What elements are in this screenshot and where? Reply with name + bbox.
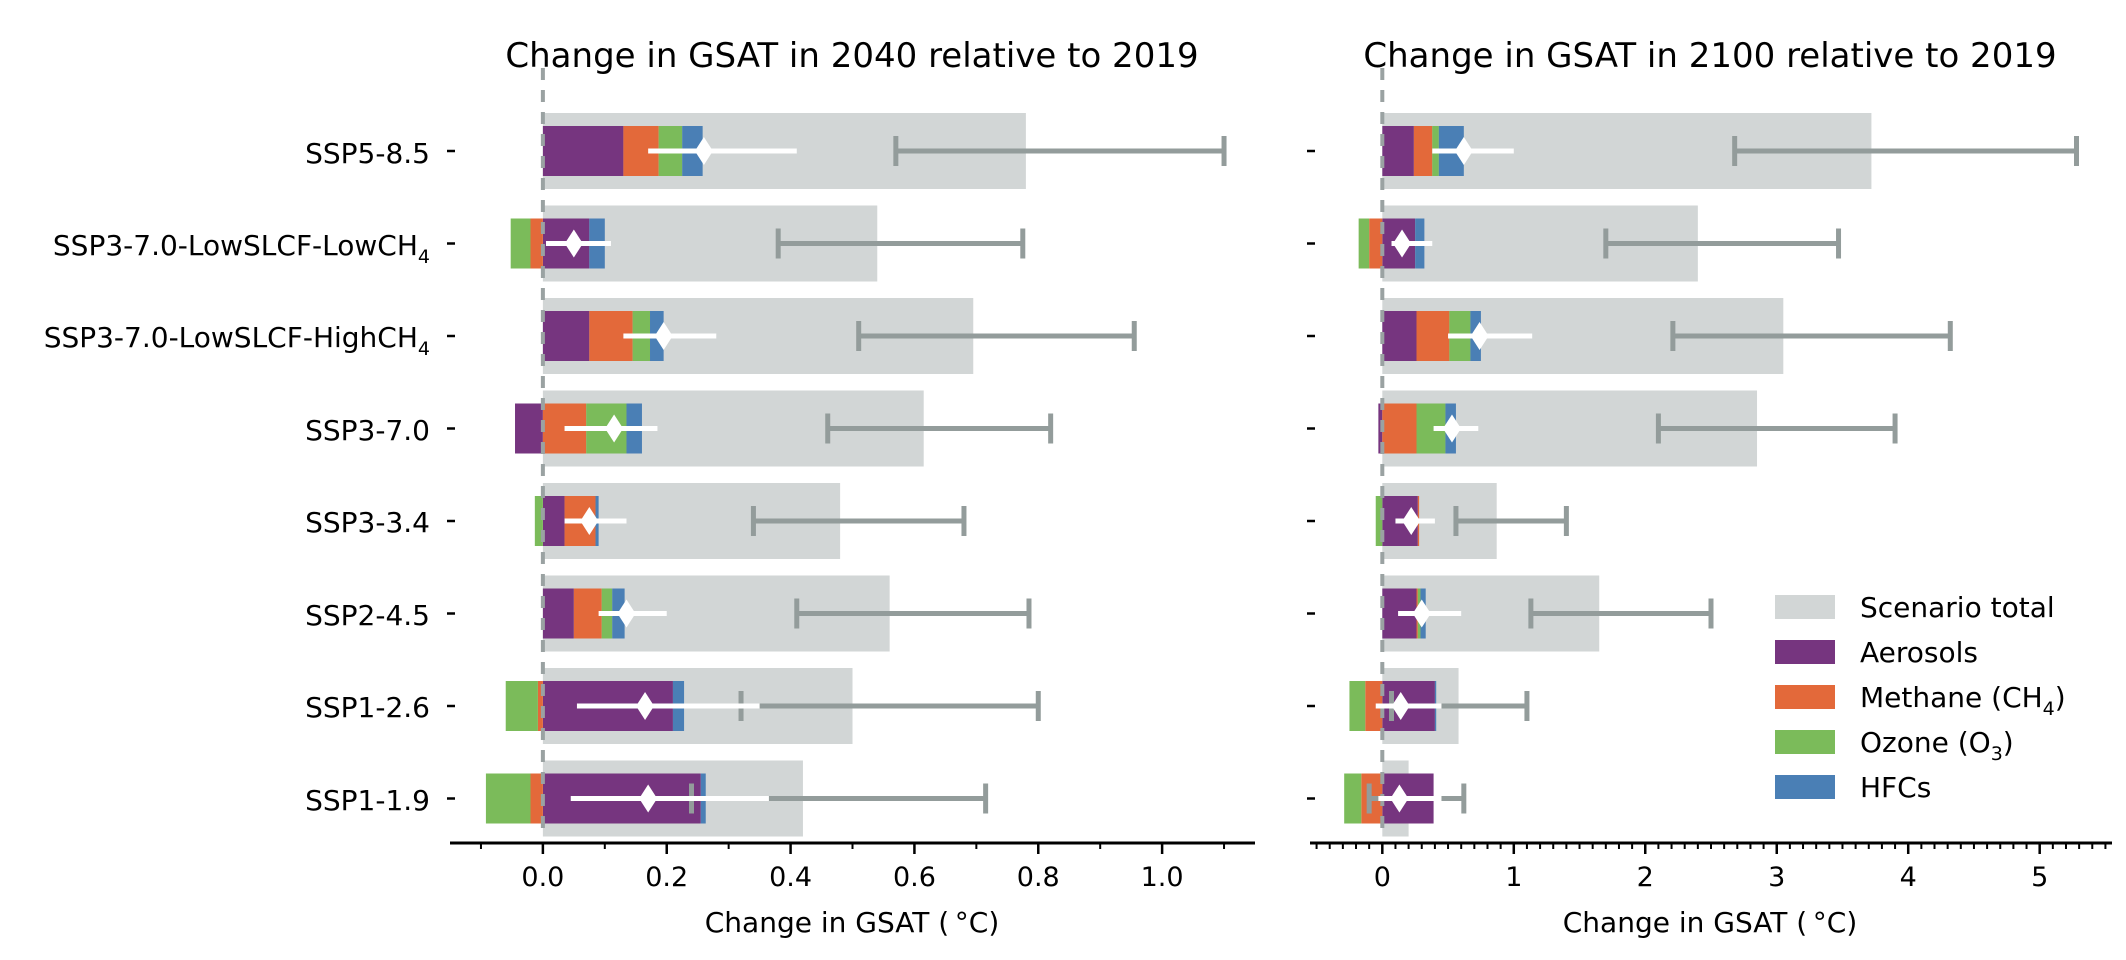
- slcf-marker-2040-4: [580, 507, 599, 535]
- slcf-marker-2040-7: [639, 784, 658, 813]
- x-tick-label-2100-2: 2: [1637, 862, 1654, 893]
- ozone-bar-2100-7: [1344, 773, 1362, 824]
- slcf-marker-2040-0: [694, 137, 713, 165]
- slcf-marker-2100-3: [1442, 414, 1461, 443]
- legend-swatch-methane: [1775, 685, 1835, 709]
- legend-label-hfcs: HFCs: [1860, 771, 1931, 804]
- category-label-1: SSP3-7.0-LowSLCF-LowCH4: [53, 229, 430, 268]
- total-error-bar-2040-4: [750, 506, 967, 536]
- ozone-bar-2100-1: [1358, 218, 1370, 269]
- panel-title-2100: Change in GSAT in 2100 relative to 2019: [1363, 36, 2056, 76]
- category-label-2: SSP3-7.0-LowSLCF-HighCH4: [44, 321, 430, 360]
- slcf-marker-2100-5: [1412, 599, 1431, 628]
- methane-bar-2100-0: [1413, 126, 1433, 176]
- x-tick-label-2040-1: 0.2: [645, 862, 688, 893]
- x-axis-label-2100: Change in GSAT ( °C): [1563, 906, 1858, 939]
- slcf-marker-2040-2: [654, 322, 673, 350]
- plot-area-2040: 0.0 0.2 0.4 0.6 0.8 1.0: [447, 68, 1255, 893]
- x-tick-label-2040-4: 0.8: [1017, 862, 1060, 893]
- ozone-bar-2040-6: [505, 681, 538, 731]
- x-tick-label-2100-0: 0: [1374, 862, 1391, 893]
- category-label-6: SSP1-2.6: [305, 691, 430, 724]
- legend-label-aerosols: Aerosols: [1860, 636, 1978, 669]
- total-error-bar-2040-5: [794, 598, 1032, 629]
- slcf-marker-2040-6: [636, 692, 655, 720]
- ozone-bar-2040-1: [510, 218, 531, 269]
- total-error-bar-2100-5: [1528, 598, 1714, 629]
- slcf-marker-2100-7: [1390, 784, 1409, 813]
- slcf-marker-2100-0: [1454, 137, 1473, 165]
- methane-bar-2040-6: [537, 681, 543, 731]
- total-error-bar-2100-0: [1732, 136, 2080, 166]
- slcf-marker-2040-5: [617, 599, 636, 628]
- slcf-marker-2100-4: [1402, 507, 1421, 535]
- legend-label-methane: Methane (CH4): [1860, 681, 2066, 720]
- x-tick-label-2100-1: 1: [1505, 862, 1522, 893]
- category-label-7: SSP1-1.9: [305, 784, 430, 817]
- legend-label-ozone: Ozone (O3): [1860, 726, 2014, 765]
- panel-2100: Change in GSAT in 2100 relative to 2019 …: [1307, 36, 2112, 939]
- aerosols-bar-2100-0: [1382, 126, 1414, 176]
- aerosols-bar-2040-0: [542, 126, 624, 176]
- ozone-bar-2100-6: [1349, 681, 1366, 731]
- methane-bar-2100-3: [1382, 403, 1417, 454]
- total-error-bar-2100-3: [1655, 413, 1898, 444]
- category-label-0: SSP5-8.5: [305, 137, 430, 170]
- total-error-bar-2040-3: [825, 413, 1054, 444]
- aerosols-bar-2040-5: [542, 588, 574, 639]
- panel-2040: Change in GSAT in 2040 relative to 2019 …: [447, 36, 1255, 939]
- legend-swatch-ozone: [1775, 730, 1835, 754]
- methane-bar-2100-6: [1365, 681, 1383, 731]
- total-error-bar-2040-2: [856, 321, 1137, 351]
- panel-title-2040: Change in GSAT in 2040 relative to 2019: [505, 36, 1198, 76]
- ozone-bar-2040-7: [485, 773, 531, 824]
- total-error-bar-2100-2: [1670, 321, 1953, 351]
- slcf-marker-2040-1: [564, 229, 583, 258]
- x-tick-label-2040-3: 0.6: [893, 862, 936, 893]
- methane-bar-2040-7: [530, 773, 543, 824]
- legend-swatch-hfcs: [1775, 775, 1835, 799]
- x-tick-label-2040-0: 0.0: [521, 862, 564, 893]
- category-label-4: SSP3-3.4: [305, 506, 430, 539]
- x-axis-label-2040: Change in GSAT ( °C): [705, 906, 1000, 939]
- methane-bar-2040-1: [530, 218, 543, 269]
- methane-bar-2100-1: [1369, 218, 1383, 269]
- aerosols-bar-2100-2: [1382, 311, 1417, 361]
- category-label-5: SSP2-4.5: [305, 599, 430, 632]
- x-tick-label-2100-4: 4: [1900, 862, 1917, 893]
- slcf-marker-2100-6: [1391, 692, 1410, 720]
- slcf-marker-2040-3: [605, 414, 624, 443]
- slcf-marker-2100-2: [1470, 322, 1489, 350]
- category-label-3: SSP3-7.0: [305, 414, 430, 447]
- methane-bar-2100-2: [1416, 311, 1450, 361]
- ozone-bar-2040-4: [534, 496, 543, 546]
- legend-swatch-aerosols: [1775, 640, 1835, 664]
- ozone-bar-2100-4: [1375, 496, 1383, 546]
- methane-bar-2040-5: [573, 588, 602, 639]
- total-error-bar-2100-1: [1603, 228, 1842, 259]
- plot-area-2100: 0 1 2 3 4 5: [1307, 68, 2112, 893]
- x-tick-label-2100-3: 3: [1768, 862, 1785, 893]
- aerosols-bar-2040-2: [542, 311, 590, 361]
- aerosols-bar-2040-4: [542, 496, 565, 546]
- total-error-bar-2040-0: [893, 136, 1227, 166]
- total-error-bar-2100-4: [1453, 506, 1569, 536]
- aerosols-bar-2040-3: [515, 403, 543, 454]
- x-tick-label-2040-2: 0.4: [769, 862, 812, 893]
- legend-label-total: Scenario total: [1860, 591, 2055, 624]
- legend: Scenario total Aerosols Methane (CH4) Ozone…: [1775, 591, 2066, 804]
- x-tick-label-2040-5: 1.0: [1141, 862, 1184, 893]
- x-tick-label-2100-5: 5: [2031, 862, 2048, 893]
- legend-swatch-total: [1775, 595, 1835, 619]
- total-error-bar-2040-1: [775, 228, 1026, 259]
- slcf-marker-2100-1: [1393, 229, 1412, 258]
- category-labels: SSP5-8.5 SSP3-7.0-LowSLCF-LowCH4 SSP3-7.…: [44, 137, 430, 817]
